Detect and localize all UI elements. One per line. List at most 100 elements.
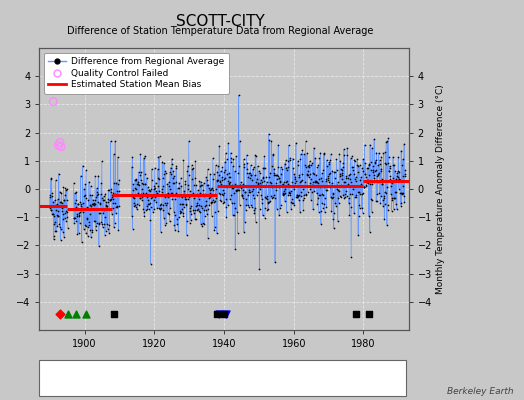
Point (316, 192, 324, 198)
Point (391, 195, 399, 201)
Point (156, 202, 165, 208)
Point (272, 206, 281, 212)
Point (244, 204, 253, 210)
Point (361, 160, 369, 166)
Point (375, 170, 383, 176)
Point (167, 190, 176, 197)
Point (342, 175, 350, 181)
Point (53, 196, 62, 202)
Point (198, 203, 206, 210)
Point (217, 191, 226, 197)
Point (291, 176, 299, 182)
Point (344, 175, 352, 181)
Point (76, 208, 84, 215)
Point (46, 194, 54, 200)
Point (378, 181, 387, 187)
Point (201, 213, 209, 219)
Point (222, 196, 230, 202)
Point (303, 150, 311, 156)
Point (394, 168, 402, 175)
Point (332, 203, 340, 209)
Point (370, 179, 379, 185)
Point (74, 201, 82, 207)
Point (207, 200, 215, 206)
Point (351, 176, 359, 182)
Point (323, 163, 332, 169)
Point (71, 200, 79, 206)
Point (373, 191, 381, 198)
Text: Station Move: Station Move (60, 374, 115, 382)
Point (276, 179, 284, 185)
Point (211, 191, 220, 198)
Point (267, 138, 276, 144)
Point (201, 191, 210, 197)
Point (254, 180, 262, 187)
Point (294, 192, 302, 199)
Point (143, 194, 151, 200)
Point (170, 180, 178, 186)
Point (182, 202, 190, 208)
Point (276, 178, 284, 184)
Point (163, 199, 171, 206)
Point (358, 165, 366, 171)
Point (88, 229, 96, 235)
Point (324, 172, 332, 179)
Point (62, 217, 70, 224)
Point (260, 165, 269, 171)
Point (248, 166, 257, 173)
Point (277, 164, 285, 170)
Point (322, 204, 331, 211)
Point (144, 197, 152, 204)
Point (356, 183, 365, 190)
Point (296, 155, 304, 162)
Text: Berkeley Earth: Berkeley Earth (447, 387, 514, 396)
Point (140, 153, 149, 159)
Point (291, 180, 299, 186)
Point (141, 192, 150, 198)
Point (72, 189, 80, 195)
Point (288, 196, 296, 202)
Point (200, 220, 208, 227)
Point (365, 311, 373, 318)
Point (281, 157, 290, 164)
Point (233, 230, 242, 236)
Point (148, 194, 157, 201)
Point (196, 178, 205, 185)
Text: Difference of Station Temperature Data from Regional Average: Difference of Station Temperature Data f… (67, 26, 373, 36)
Point (350, 210, 358, 216)
Point (64, 311, 72, 318)
Point (76, 198, 84, 205)
Point (137, 191, 146, 198)
Point (60, 197, 69, 204)
Point (213, 169, 222, 175)
Point (169, 180, 177, 186)
Point (48, 193, 57, 200)
Point (82, 223, 91, 229)
Point (372, 157, 380, 164)
Point (367, 196, 376, 203)
Point (363, 177, 372, 183)
Point (100, 207, 108, 213)
Point (291, 174, 300, 180)
Point (91, 173, 99, 179)
Point (81, 222, 89, 228)
Point (232, 153, 241, 160)
Point (158, 186, 166, 192)
Point (250, 172, 259, 178)
Point (400, 172, 409, 179)
Point (71, 196, 80, 203)
Point (223, 171, 231, 177)
Point (114, 154, 122, 160)
Point (299, 195, 308, 202)
Point (199, 220, 207, 226)
Point (390, 162, 398, 168)
Point (258, 200, 266, 206)
Point (208, 199, 216, 205)
Point (106, 196, 114, 203)
Point (138, 186, 146, 192)
Point (300, 183, 308, 189)
Point (356, 162, 364, 168)
Point (320, 184, 328, 190)
Point (267, 184, 276, 190)
Point (165, 211, 173, 218)
